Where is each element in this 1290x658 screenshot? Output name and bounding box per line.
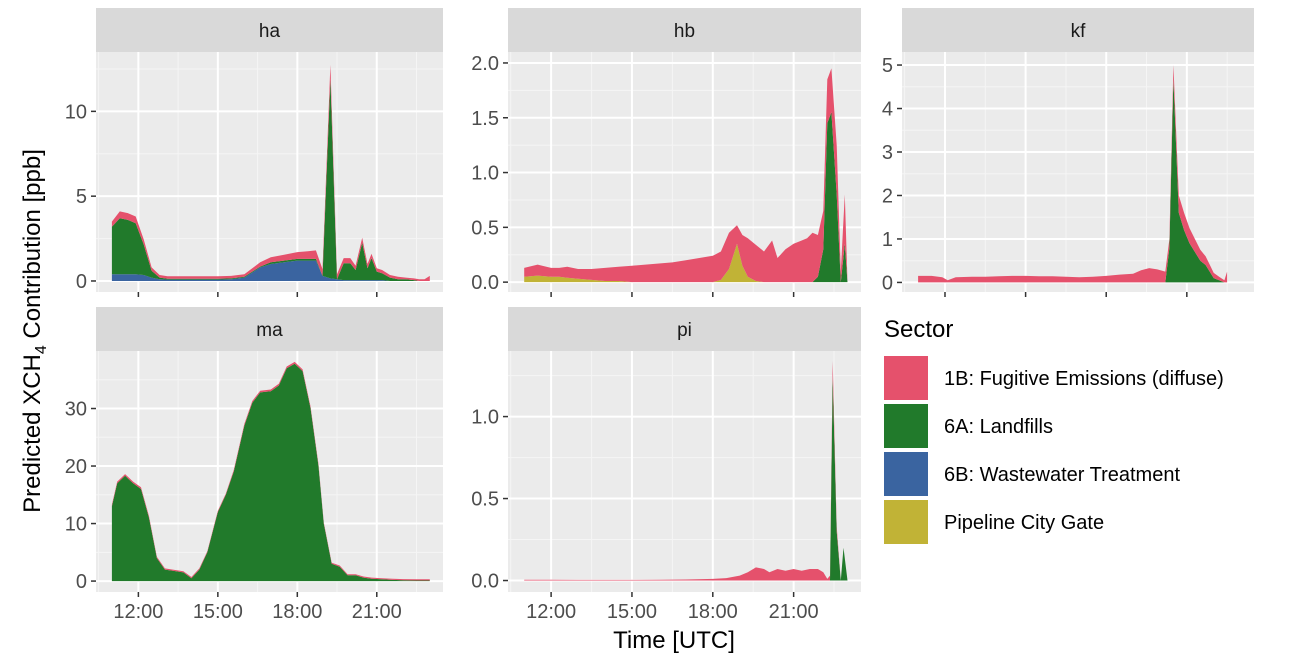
facet-strip-label: pi	[677, 320, 692, 341]
y-tick-label: 1.0	[471, 407, 499, 429]
panel-background	[508, 351, 861, 592]
panel-hb: hb 0.0 0.5 1.0 1.5 2.0	[471, 8, 861, 297]
y-tick-label: 30	[65, 399, 87, 421]
panel-background	[96, 52, 443, 292]
legend-label: 6A: Landfills	[944, 416, 1053, 438]
y-axis-title-rest: Contribution [ppb]	[19, 149, 46, 345]
legend-key-swatch	[884, 356, 928, 400]
area-lf-ma	[111, 363, 430, 582]
legend: Sector 1B: Fugitive Emissions (diffuse) 6…	[884, 316, 1224, 544]
x-tick-label: 18:00	[272, 601, 322, 623]
facet-strip-label: kf	[1071, 21, 1087, 42]
x-tick-label: 15:00	[607, 601, 657, 623]
y-tick-label: 0.5	[471, 217, 499, 239]
legend-label: 1B: Fugitive Emissions (diffuse)	[944, 368, 1224, 390]
x-tick-label: 15:00	[193, 601, 243, 623]
y-tick-label: 0.0	[471, 571, 499, 593]
y-tick-label: 0	[76, 271, 87, 293]
y-tick-label: 0	[882, 272, 893, 294]
facet-panels: ha 0 5 10 hb 0.0 0.5 1.0 1.5 2.0 kf 0 1 2 3 4 5 ma 0 10 20 30…	[65, 8, 1254, 597]
x-tick-label: 12:00	[526, 601, 576, 623]
x-tick-label: 21:00	[352, 601, 402, 623]
area-lf-kf	[918, 78, 1228, 283]
legend-title: Sector	[884, 316, 953, 343]
y-tick-label: 5	[76, 186, 87, 208]
y-tick-label: 4	[882, 99, 893, 121]
legend-key-swatch	[884, 404, 928, 448]
y-tick-label: 0	[76, 571, 87, 593]
y-axis-title-subscript: 4	[33, 345, 50, 354]
y-axis-title: Predicted XCH4 Contribution [ppb]	[19, 149, 50, 513]
facet-strip-label: ma	[256, 320, 283, 341]
legend-item-fug: 1B: Fugitive Emissions (diffuse)	[884, 356, 1224, 400]
y-axis-title-main: Predicted XCH	[19, 354, 46, 513]
area-ww-ha	[111, 260, 430, 281]
y-tick-label: 5	[882, 55, 893, 77]
y-tick-label: 10	[65, 101, 87, 123]
legend-label: 6B: Wastewater Treatment	[944, 464, 1180, 486]
facet-strip	[96, 8, 443, 52]
panel-pi: pi 0.0 0.5 1.0	[471, 307, 861, 597]
legend-item-ww: 6B: Wastewater Treatment	[884, 452, 1180, 496]
facet-strip-label: ha	[259, 21, 281, 42]
y-tick-label: 10	[65, 514, 87, 536]
y-tick-label: 1	[882, 229, 893, 251]
area-lf-ha	[111, 78, 430, 281]
y-tick-label: 1.0	[471, 163, 499, 185]
y-tick-label: 3	[882, 142, 893, 164]
legend-items: 1B: Fugitive Emissions (diffuse) 6A: Land…	[884, 356, 1224, 544]
facet-strip	[508, 307, 861, 351]
legend-key-swatch	[884, 452, 928, 496]
y-tick-label: 2	[882, 185, 893, 207]
panel-ma: ma 0 10 20 30	[65, 307, 443, 597]
facet-strip-label: hb	[674, 21, 695, 42]
x-tick-label: 21:00	[769, 601, 819, 623]
x-tick-labels: 12:00 15:00 18:00 21:00 12:00 15:00 18:00 21:00	[113, 601, 818, 623]
legend-item-lf: 6A: Landfills	[884, 404, 1053, 448]
y-tick-label: 2.0	[471, 53, 499, 75]
legend-key-swatch	[884, 500, 928, 544]
legend-label: Pipeline City Gate	[944, 512, 1104, 534]
legend-item-pcg: Pipeline City Gate	[884, 500, 1104, 544]
area-pcg-hb	[524, 243, 848, 283]
panel-kf: kf 0 1 2 3 4 5	[882, 8, 1254, 297]
y-tick-label: 0.5	[471, 489, 499, 511]
facet-strip	[508, 8, 861, 52]
panel-ha: ha 0 5 10	[65, 8, 443, 297]
x-tick-label: 12:00	[113, 601, 163, 623]
area-fug-hb	[524, 68, 848, 283]
y-tick-label: 1.5	[471, 108, 499, 130]
facet-strip	[96, 307, 443, 351]
facet-strip	[902, 8, 1254, 52]
x-axis-title: Time [UTC]	[613, 627, 735, 654]
y-tick-label: 0.0	[471, 272, 499, 294]
y-tick-label: 20	[65, 456, 87, 478]
x-tick-label: 18:00	[688, 601, 738, 623]
